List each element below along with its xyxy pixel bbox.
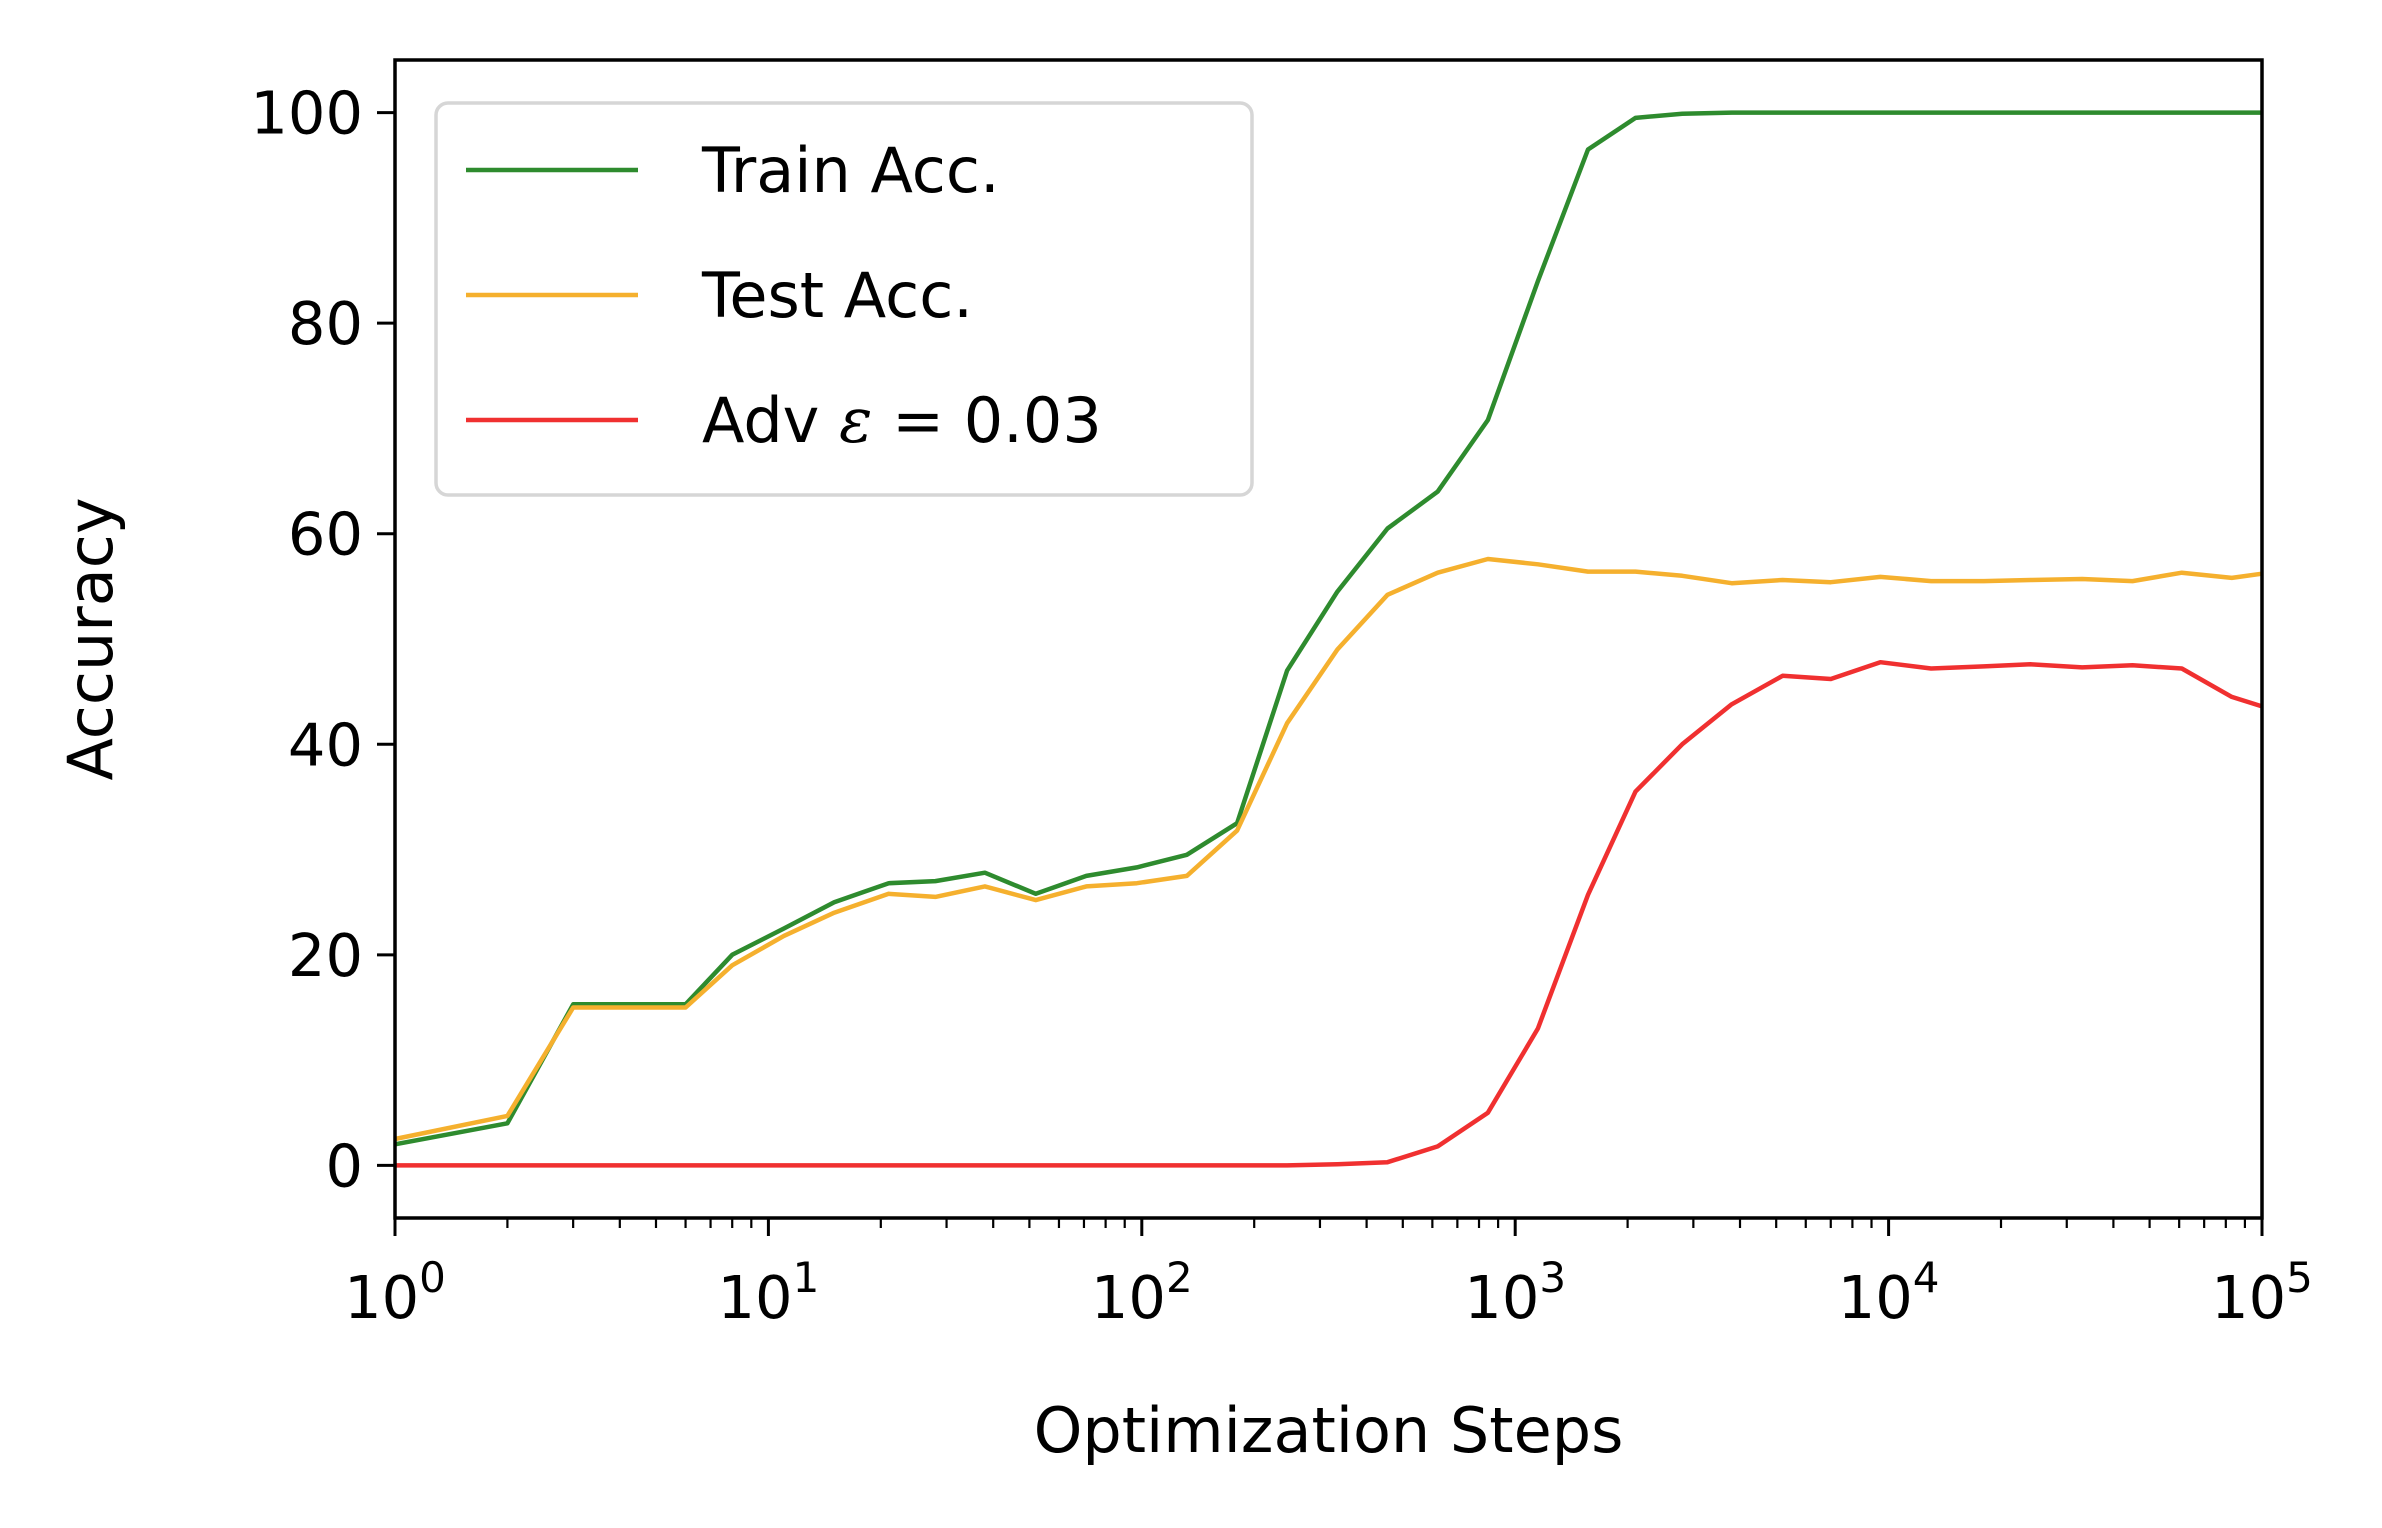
y-tick-label: 60	[288, 500, 363, 569]
y-tick-label: 0	[325, 1131, 363, 1200]
y-tick-label: 80	[288, 289, 363, 358]
y-tick-label: 100	[250, 79, 363, 148]
y-axis-label: Accuracy	[54, 497, 127, 780]
x-axis: 100 101 102 103 104 105	[344, 1218, 2313, 1332]
series-line-1	[394, 556, 2263, 1142]
series-line-0	[394, 110, 2262, 1147]
legend-label: Adv ε = 0.03	[702, 384, 1102, 457]
y-tick-label: 40	[288, 710, 363, 779]
y-tick-label: 20	[288, 921, 363, 990]
x-tick-label: 103	[1464, 1253, 1566, 1332]
plot-frame	[393, 58, 2264, 1220]
x-tick-label: 105	[2211, 1253, 2313, 1332]
series-layer	[394, 110, 2263, 1168]
x-tick-label: 101	[717, 1253, 819, 1332]
y-axis: 0 20 40 60 80 100	[250, 79, 395, 1200]
legend: Train Acc. Test Acc. Adv ε = 0.03	[434, 101, 1254, 497]
legend-box	[434, 101, 1254, 497]
x-axis-label: Optimization Steps	[1034, 1394, 1624, 1467]
legend-label: Train Acc.	[701, 134, 1000, 207]
x-tick-label: 100	[344, 1253, 446, 1332]
legend-label: Test Acc.	[701, 259, 973, 332]
x-tick-label: 104	[1838, 1253, 1940, 1332]
x-tick-label: 102	[1091, 1253, 1193, 1332]
series-line-2	[395, 659, 2263, 1168]
